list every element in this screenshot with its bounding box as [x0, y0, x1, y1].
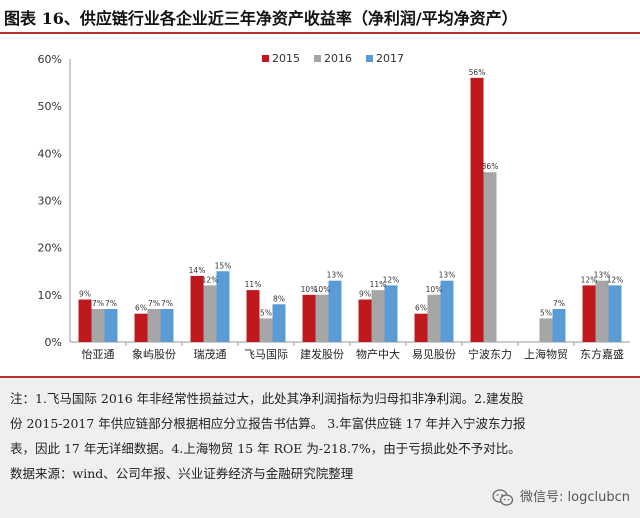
chart-title: 图表 16、供应链行业各企业近三年净资产收益率（净利润/平均净资产）: [4, 9, 518, 28]
y-tick-label: 20%: [38, 242, 62, 255]
data-label: 8%: [273, 294, 285, 303]
data-label: 12%: [581, 275, 598, 284]
title-bar: 图表 16、供应链行业各企业近三年净资产收益率（净利润/平均净资产）: [0, 0, 640, 34]
note-line-2: 份 2015-2017 年供应链部分根据相应分立报告书估算。 3.年富供应链 1…: [10, 416, 526, 431]
bar-2016: [371, 290, 385, 342]
bar-2017: [384, 285, 398, 342]
bar-2016: [259, 318, 273, 342]
data-label: 56%: [469, 68, 486, 77]
chart-area: 0% 10% 20% 30% 40% 50% 60% 9% 7% 7% 6% 7% 7% 14% 12% 1…: [0, 36, 640, 374]
data-label: 12%: [202, 275, 219, 284]
bar-2016: [427, 294, 441, 342]
x-tick-label: 建发股份: [300, 347, 344, 361]
watermark-text: 微信号: logclubcn: [520, 490, 630, 505]
x-tick-label: 物产中大: [356, 347, 400, 361]
bar-2015: [302, 294, 316, 342]
x-tick-label: 飞马国际: [244, 348, 288, 361]
data-label: 5%: [540, 308, 552, 317]
bar-2017: [552, 308, 566, 342]
data-labels: 9%7% 7%6%7% 7%14%12%15%11%5%8%10%10%13%9%1…: [79, 68, 623, 318]
bar-2016: [203, 285, 217, 342]
bar-2015: [414, 313, 428, 342]
data-label: 10%: [301, 285, 318, 294]
data-label: 7%: [92, 299, 104, 308]
bar-2017: [440, 280, 454, 342]
x-axis-labels: 怡亚通 象屿股份 瑞茂通 飞马国际 建发股份 物产中大 易见股份 宁波东力 上海物贸 东方嘉盛: [82, 342, 624, 361]
bar-2015: [134, 313, 148, 342]
note-line-3: 表，因此 17 年无详细数据。4.上海物贸 15 年 ROE 为-218.7%，…: [10, 441, 521, 456]
data-label: 36%: [482, 162, 499, 171]
legend-swatch-2015: [262, 55, 269, 62]
y-tick-label: 0%: [45, 336, 62, 349]
bar-2017: [216, 271, 230, 342]
bar-2015: [78, 299, 92, 342]
bar-2016: [147, 308, 161, 342]
bar-2016: [315, 294, 329, 342]
x-tick-label: 上海物贸: [524, 347, 568, 361]
watermark: 微信号: logclubcn: [492, 485, 630, 510]
data-label: 6%: [415, 304, 427, 313]
legend: 2015 2016 2017: [262, 52, 404, 65]
legend-swatch-2016: [314, 55, 321, 62]
x-tick-label: 怡亚通: [82, 347, 115, 361]
y-tick-label: 40%: [38, 147, 62, 160]
x-tick-label: 瑞茂通: [194, 347, 227, 361]
data-label: 11%: [370, 280, 387, 289]
bar-2016: [91, 308, 105, 342]
data-label: 10%: [426, 285, 443, 294]
data-label: 11%: [245, 280, 262, 289]
bar-marks: [78, 77, 622, 342]
data-label: 9%: [359, 290, 371, 299]
data-label: 13%: [327, 271, 344, 280]
y-tick-label: 50%: [38, 100, 62, 113]
bar-2016: [539, 318, 553, 342]
bar-2017: [160, 308, 174, 342]
data-label: 14%: [189, 266, 206, 275]
bar-2016: [483, 172, 497, 342]
bar-2015: [358, 299, 372, 342]
y-tick-label: 30%: [38, 195, 62, 208]
legend-swatch-2017: [366, 55, 373, 62]
x-tick-label: 宁波东力: [468, 347, 512, 361]
data-label: 12%: [607, 275, 624, 284]
x-tick-label: 东方嘉盛: [580, 347, 624, 361]
y-tick-label: 10%: [38, 289, 62, 302]
bar-2017: [328, 280, 342, 342]
notes-panel: 注：1.飞马国际 2016 年非经常性损益过大，此处其净利润指标为归母扣非净利润…: [0, 376, 640, 518]
bar-2016: [595, 280, 609, 342]
x-tick-label: 象屿股份: [132, 348, 176, 361]
wechat-icon: [492, 488, 514, 506]
data-label: 5%: [260, 308, 272, 317]
bar-2017: [104, 308, 118, 342]
y-tick-label: 60%: [38, 53, 62, 66]
data-label: 10%: [314, 285, 331, 294]
data-label: 12%: [383, 275, 400, 284]
x-tick-label: 易见股份: [412, 348, 456, 361]
note-line-1: 注：1.飞马国际 2016 年非经常性损益过大，此处其净利润指标为归母扣非净利润…: [10, 391, 524, 406]
data-source: 数据来源：wind、公司年报、兴业证券经济与金融研究院整理: [10, 466, 354, 481]
bar-2017: [608, 285, 622, 342]
bar-2015: [582, 285, 596, 342]
bar-2015: [190, 275, 204, 342]
data-label: 13%: [594, 271, 611, 280]
bar-2015: [246, 290, 260, 342]
roe-bar-chart: 0%10%20%30%40%50%60% 9%7% 7%6%7% 7%14%12%1…: [38, 52, 630, 361]
data-label: 15%: [215, 261, 232, 270]
data-label: 6%: [135, 304, 147, 313]
data-label: 7%: [105, 299, 117, 308]
legend-label: 2015: [272, 52, 300, 65]
data-label: 9%: [79, 290, 91, 299]
legend-label: 2017: [376, 52, 404, 65]
data-label: 7%: [553, 299, 565, 308]
bar-2017: [272, 304, 286, 342]
data-label: 13%: [439, 271, 456, 280]
legend-label: 2016: [324, 52, 352, 65]
data-label: 7%: [161, 299, 173, 308]
data-label: 7%: [148, 299, 160, 308]
bar-2015: [470, 77, 484, 342]
